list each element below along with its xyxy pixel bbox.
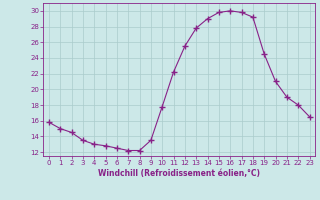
- X-axis label: Windchill (Refroidissement éolien,°C): Windchill (Refroidissement éolien,°C): [98, 169, 260, 178]
